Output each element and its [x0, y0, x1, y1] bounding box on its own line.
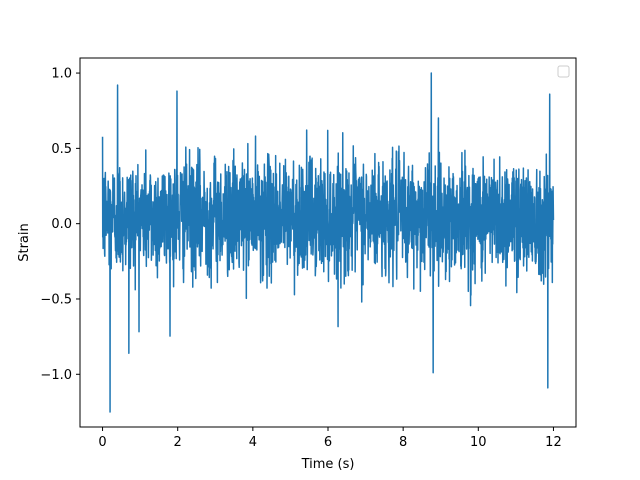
y-axis-label: Strain — [17, 223, 32, 262]
y-tick-label: 0.5 — [51, 142, 72, 157]
legend-box — [557, 65, 570, 78]
x-tick-label: 10 — [470, 435, 487, 450]
x-tick-label: 6 — [324, 435, 332, 450]
axes-frame — [79, 57, 577, 428]
strain-series-line — [101, 72, 555, 413]
y-tick-label: 0.0 — [51, 217, 72, 232]
x-tick-label: 4 — [249, 435, 257, 450]
y-tick-label: −0.5 — [40, 292, 72, 307]
x-tick-label: 8 — [399, 435, 407, 450]
y-tick-label: 1.0 — [51, 67, 72, 82]
x-tick-label: 2 — [174, 435, 182, 450]
y-axis: −1.0 −0.5 0.0 0.5 1.0 — [40, 67, 80, 383]
x-tick-label: 12 — [545, 435, 562, 450]
y-tick-label: −1.0 — [40, 368, 72, 383]
plot-area — [101, 72, 555, 413]
x-axis-label: Time (s) — [301, 457, 355, 472]
x-tick-label: 0 — [98, 435, 106, 450]
x-axis: 0 2 4 6 8 10 12 — [98, 427, 562, 450]
